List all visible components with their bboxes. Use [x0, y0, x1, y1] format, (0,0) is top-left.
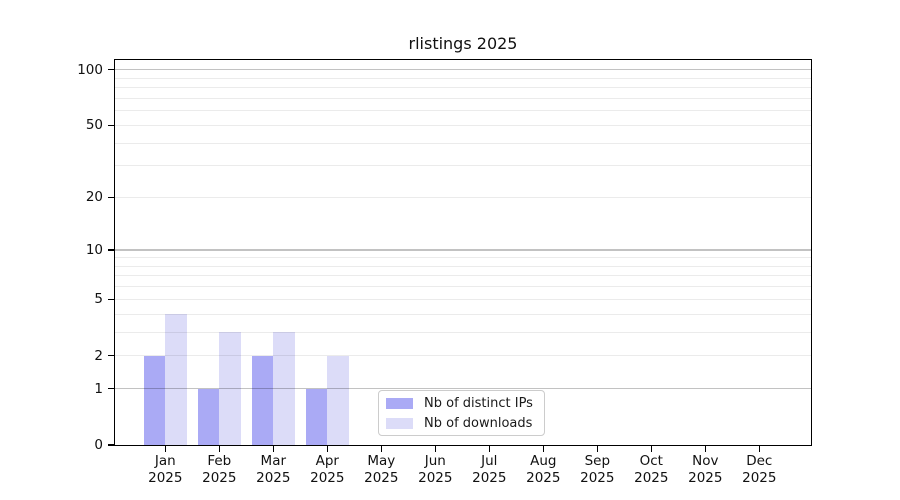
x-tick-month: Jul [481, 453, 498, 469]
chart-title: rlistings 2025 [408, 34, 518, 53]
x-tick-year: 2025 [580, 470, 615, 486]
x-tick-month: Jun [424, 453, 446, 469]
x-tick-year: 2025 [202, 470, 237, 486]
gridline-major [115, 249, 811, 251]
gridline-minor [115, 196, 811, 198]
x-tick-month: Feb [207, 453, 232, 469]
gridline-minor [115, 298, 811, 300]
legend-label-distinct-ips: Nb of distinct IPs [424, 395, 533, 411]
x-tick-label: Nov 2025 [675, 453, 735, 487]
x-tick-year: 2025 [688, 470, 723, 486]
y-tick-label: 20 [85, 189, 103, 206]
legend-label-downloads: Nb of downloads [424, 415, 533, 431]
x-tick-label: Apr 2025 [297, 453, 357, 487]
bar-distinct-ips [251, 355, 274, 445]
x-tick-mark [488, 446, 490, 452]
legend-item-downloads: Nb of downloads [386, 415, 544, 432]
gridline-minor [115, 97, 811, 99]
y-tick-label: 2 [94, 347, 103, 364]
x-tick-mark [272, 446, 274, 452]
x-tick-mark [704, 446, 706, 452]
y-tick-label: 100 [77, 61, 103, 78]
y-tick-label: 1 [94, 380, 103, 397]
x-tick-label: Sep 2025 [567, 453, 627, 487]
gridline-minor [115, 87, 811, 89]
x-tick-year: 2025 [742, 470, 777, 486]
bar-distinct-ips [143, 355, 166, 445]
gridline-minor [115, 275, 811, 277]
x-tick-label: Dec 2025 [729, 453, 789, 487]
x-tick-label: Jul 2025 [459, 453, 519, 487]
bar-distinct-ips [305, 388, 328, 445]
y-tick-mark [108, 355, 115, 357]
x-tick-mark [434, 446, 436, 452]
gridline-minor [115, 124, 811, 126]
x-tick-label: Aug 2025 [513, 453, 573, 487]
y-tick-mark [108, 196, 115, 199]
y-tick-label: 0 [94, 437, 103, 453]
legend-swatch-downloads-icon [386, 417, 413, 429]
x-tick-label: Mar 2025 [243, 453, 303, 487]
x-tick-mark [326, 446, 328, 452]
y-tick-label: 50 [85, 117, 103, 134]
bar-downloads [219, 332, 241, 445]
gridline-minor [115, 265, 811, 267]
gridline-minor [115, 77, 811, 79]
y-tick-mark [108, 69, 115, 71]
x-tick-mark [164, 446, 166, 452]
gridline-minor [115, 142, 811, 144]
x-tick-month: Dec [746, 453, 773, 469]
bar-downloads [327, 355, 349, 445]
x-tick-month: Jan [154, 453, 176, 469]
bar-downloads [165, 314, 187, 445]
x-tick-year: 2025 [256, 470, 291, 486]
x-tick-year: 2025 [472, 470, 507, 486]
x-tick-label: Jan 2025 [135, 453, 195, 487]
x-tick-mark [218, 446, 220, 452]
gridline-minor [115, 313, 811, 315]
y-tick-label: 5 [94, 291, 103, 308]
x-tick-mark [650, 446, 652, 452]
x-tick-year: 2025 [364, 470, 399, 486]
x-tick-mark [758, 446, 760, 452]
gridline-minor [115, 257, 811, 259]
x-tick-month: May [367, 453, 396, 469]
x-tick-mark [380, 446, 382, 452]
x-tick-month: Mar [260, 453, 287, 469]
x-tick-month: Oct [639, 453, 663, 469]
x-tick-month: Nov [692, 453, 719, 469]
legend-swatch-distinct-ips-icon [386, 397, 413, 409]
y-tick-mark [108, 124, 115, 127]
y-tick-mark [108, 249, 115, 251]
legend-item-distinct-ips: Nb of distinct IPs [386, 395, 544, 412]
gridline-major [115, 69, 811, 71]
x-tick-year: 2025 [148, 470, 183, 486]
y-tick-mark [108, 298, 115, 301]
x-tick-label: Feb 2025 [189, 453, 249, 487]
gridline-minor [115, 286, 811, 288]
x-tick-year: 2025 [526, 470, 561, 486]
gridline-minor [115, 165, 811, 167]
x-tick-mark [596, 446, 598, 452]
bar-downloads [273, 332, 295, 445]
x-tick-month: Sep [584, 453, 611, 469]
y-tick-label: 10 [85, 242, 103, 259]
x-tick-year: 2025 [418, 470, 453, 486]
x-tick-mark [542, 446, 544, 452]
legend: Nb of distinct IPs Nb of downloads [378, 390, 545, 436]
y-tick-mark [108, 444, 115, 446]
x-tick-year: 2025 [310, 470, 345, 486]
x-tick-month: Apr [315, 453, 339, 469]
gridline-minor [115, 110, 811, 112]
x-tick-label: Jun 2025 [405, 453, 465, 487]
x-tick-label: Oct 2025 [621, 453, 681, 487]
y-tick-mark [108, 388, 115, 390]
x-tick-label: May 2025 [351, 453, 411, 487]
x-tick-year: 2025 [634, 470, 669, 486]
x-tick-month: Aug [530, 453, 557, 469]
bar-distinct-ips [197, 388, 220, 445]
